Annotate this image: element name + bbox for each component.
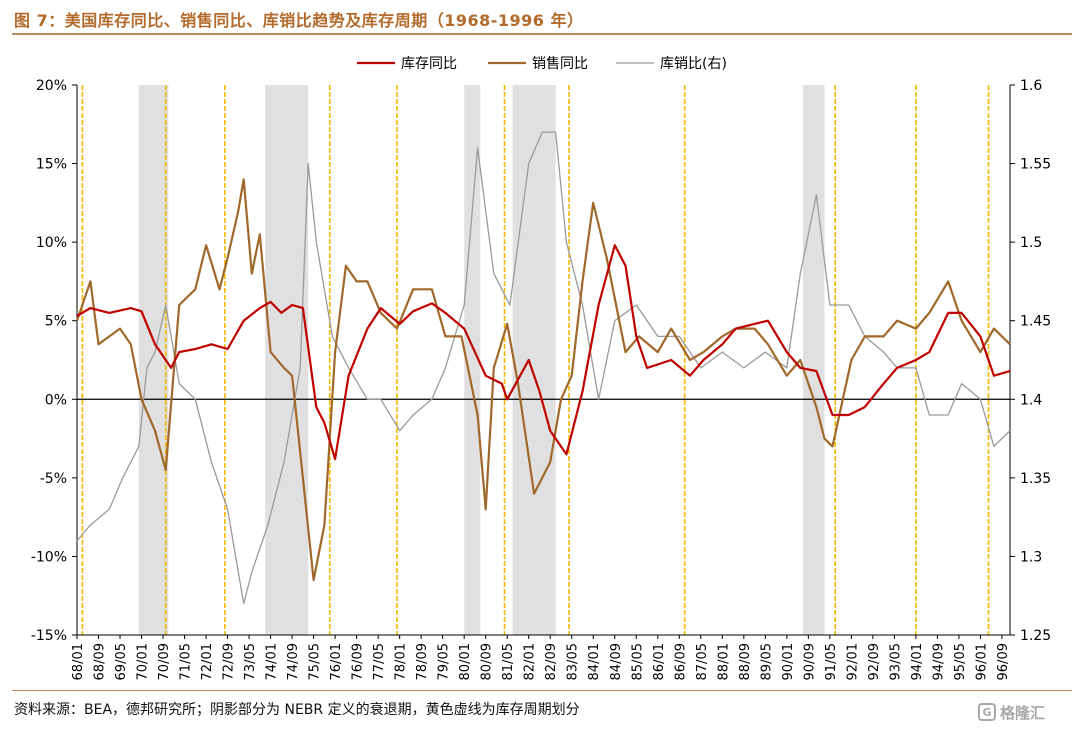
x-tick-label-6: 72/01 [200, 643, 215, 680]
x-tick-label-2: 69/05 [114, 643, 129, 680]
x-tick-label-42: 96/01 [974, 643, 989, 680]
x-tick-label-13: 76/09 [351, 643, 366, 680]
legend: 库存同比 销售同比 库销比(右) [357, 56, 727, 72]
x-tick-label-38: 93/05 [888, 643, 903, 680]
watermark: G 格隆汇 [978, 700, 1073, 724]
x-tick-label-0: 68/01 [71, 643, 86, 680]
recession-band-2 [464, 85, 481, 635]
right-tick-label-2: 1.35 [1020, 471, 1051, 487]
x-tick-label-14: 77/05 [372, 643, 387, 680]
x-tick-label-19: 80/09 [480, 643, 495, 680]
left-tick-label-6: 15% [36, 157, 67, 173]
x-tick-label-30: 88/01 [716, 643, 731, 680]
x-tick-label-18: 80/01 [458, 643, 473, 680]
series-line-0 [76, 244, 1011, 461]
x-tick-label-15: 78/01 [394, 643, 409, 680]
left-tick-label-1: -10% [31, 549, 67, 565]
left-tick-label-7: 20% [36, 78, 67, 94]
x-tick-label-31: 88/09 [738, 643, 753, 680]
right-tick-label-6: 1.55 [1020, 157, 1051, 173]
x-tick-label-26: 85/05 [630, 643, 645, 680]
x-tick-label-20: 81/05 [501, 643, 516, 680]
x-tick-label-4: 70/09 [157, 643, 172, 680]
x-tick-label-22: 82/09 [544, 643, 559, 680]
x-tick-label-16: 78/09 [415, 643, 430, 680]
x-tick-label-12: 76/01 [329, 643, 344, 680]
x-tick-label-3: 70/01 [136, 643, 151, 680]
gelonghui-logo-icon: G [978, 703, 996, 721]
axes-layer: -15% -10% -5% 0% 5% 10% 15% 20% 1.25 1.3 1.35 1.4 1.… [31, 78, 1051, 680]
left-tick-label-3: 0% [45, 392, 67, 408]
right-tick-label-7: 1.6 [1020, 78, 1042, 94]
footer-divider [12, 690, 1072, 691]
right-tick-label-4: 1.45 [1020, 314, 1051, 330]
legend-label-2: 库销比(右) [660, 56, 727, 72]
left-tick-label-2: -5% [40, 471, 67, 487]
x-tick-label-7: 72/09 [222, 643, 237, 680]
chart: -15% -10% -5% 0% 5% 10% 15% 20% 1.25 1.3 1.35 1.4 1.… [31, 56, 1051, 680]
x-tick-label-33: 90/01 [781, 643, 796, 680]
right-tick-label-0: 1.25 [1020, 628, 1051, 644]
x-tick-label-5: 71/05 [179, 643, 194, 680]
x-tick-label-8: 73/05 [243, 643, 258, 680]
x-tick-label-35: 91/05 [824, 643, 839, 680]
recession-band-1 [265, 85, 309, 635]
x-tick-label-28: 86/09 [673, 643, 688, 680]
right-tick-label-1: 1.3 [1020, 549, 1042, 565]
x-tick-label-41: 95/05 [953, 643, 968, 680]
x-tick-label-24: 84/01 [587, 643, 602, 680]
recession-band-0 [138, 85, 169, 635]
x-tick-label-21: 82/01 [523, 643, 538, 680]
left-tick-label-0: -15% [31, 628, 67, 644]
figure-title: 图 7：美国库存同比、销售同比、库销比趋势及库存周期（1968-1996 年） [14, 11, 584, 30]
legend-label-0: 库存同比 [401, 56, 457, 72]
left-tick-label-4: 5% [45, 314, 67, 330]
recession-band-4 [802, 85, 825, 635]
x-tick-label-36: 92/01 [845, 643, 860, 680]
x-tick-label-29: 87/05 [695, 643, 710, 680]
x-tick-label-23: 83/05 [566, 643, 581, 680]
x-tick-label-1: 68/09 [93, 643, 108, 680]
series-layer [75, 131, 1011, 605]
left-tick-label-5: 10% [36, 235, 67, 251]
series-line-2 [76, 131, 1011, 605]
title-divider [12, 33, 1072, 35]
x-tick-label-17: 79/05 [437, 643, 452, 680]
recession-band-3 [512, 85, 556, 635]
x-tick-label-9: 74/01 [265, 643, 280, 680]
watermark-text: 格隆汇 [1000, 703, 1046, 722]
x-tick-label-43: 96/09 [996, 643, 1011, 680]
x-tick-label-25: 84/09 [609, 643, 624, 680]
right-tick-label-3: 1.4 [1020, 392, 1042, 408]
x-tick-label-34: 90/09 [802, 643, 817, 680]
source-note: 资料来源：BEA，德邦研究所；阴影部分为 NEBR 定义的衰退期，黄色虚线为库存… [14, 702, 580, 718]
x-tick-label-37: 92/09 [867, 643, 882, 680]
legend-label-1: 销售同比 [532, 56, 588, 72]
x-tick-label-27: 86/01 [652, 643, 667, 680]
series-line-1 [75, 178, 1011, 582]
x-tick-label-39: 94/01 [910, 643, 925, 680]
x-tick-label-11: 75/05 [308, 643, 323, 680]
right-tick-label-5: 1.5 [1020, 235, 1042, 251]
x-tick-label-32: 89/05 [759, 643, 774, 680]
x-tick-label-10: 74/09 [286, 643, 301, 680]
recession-layer [138, 85, 825, 635]
x-tick-label-40: 94/09 [931, 643, 946, 680]
